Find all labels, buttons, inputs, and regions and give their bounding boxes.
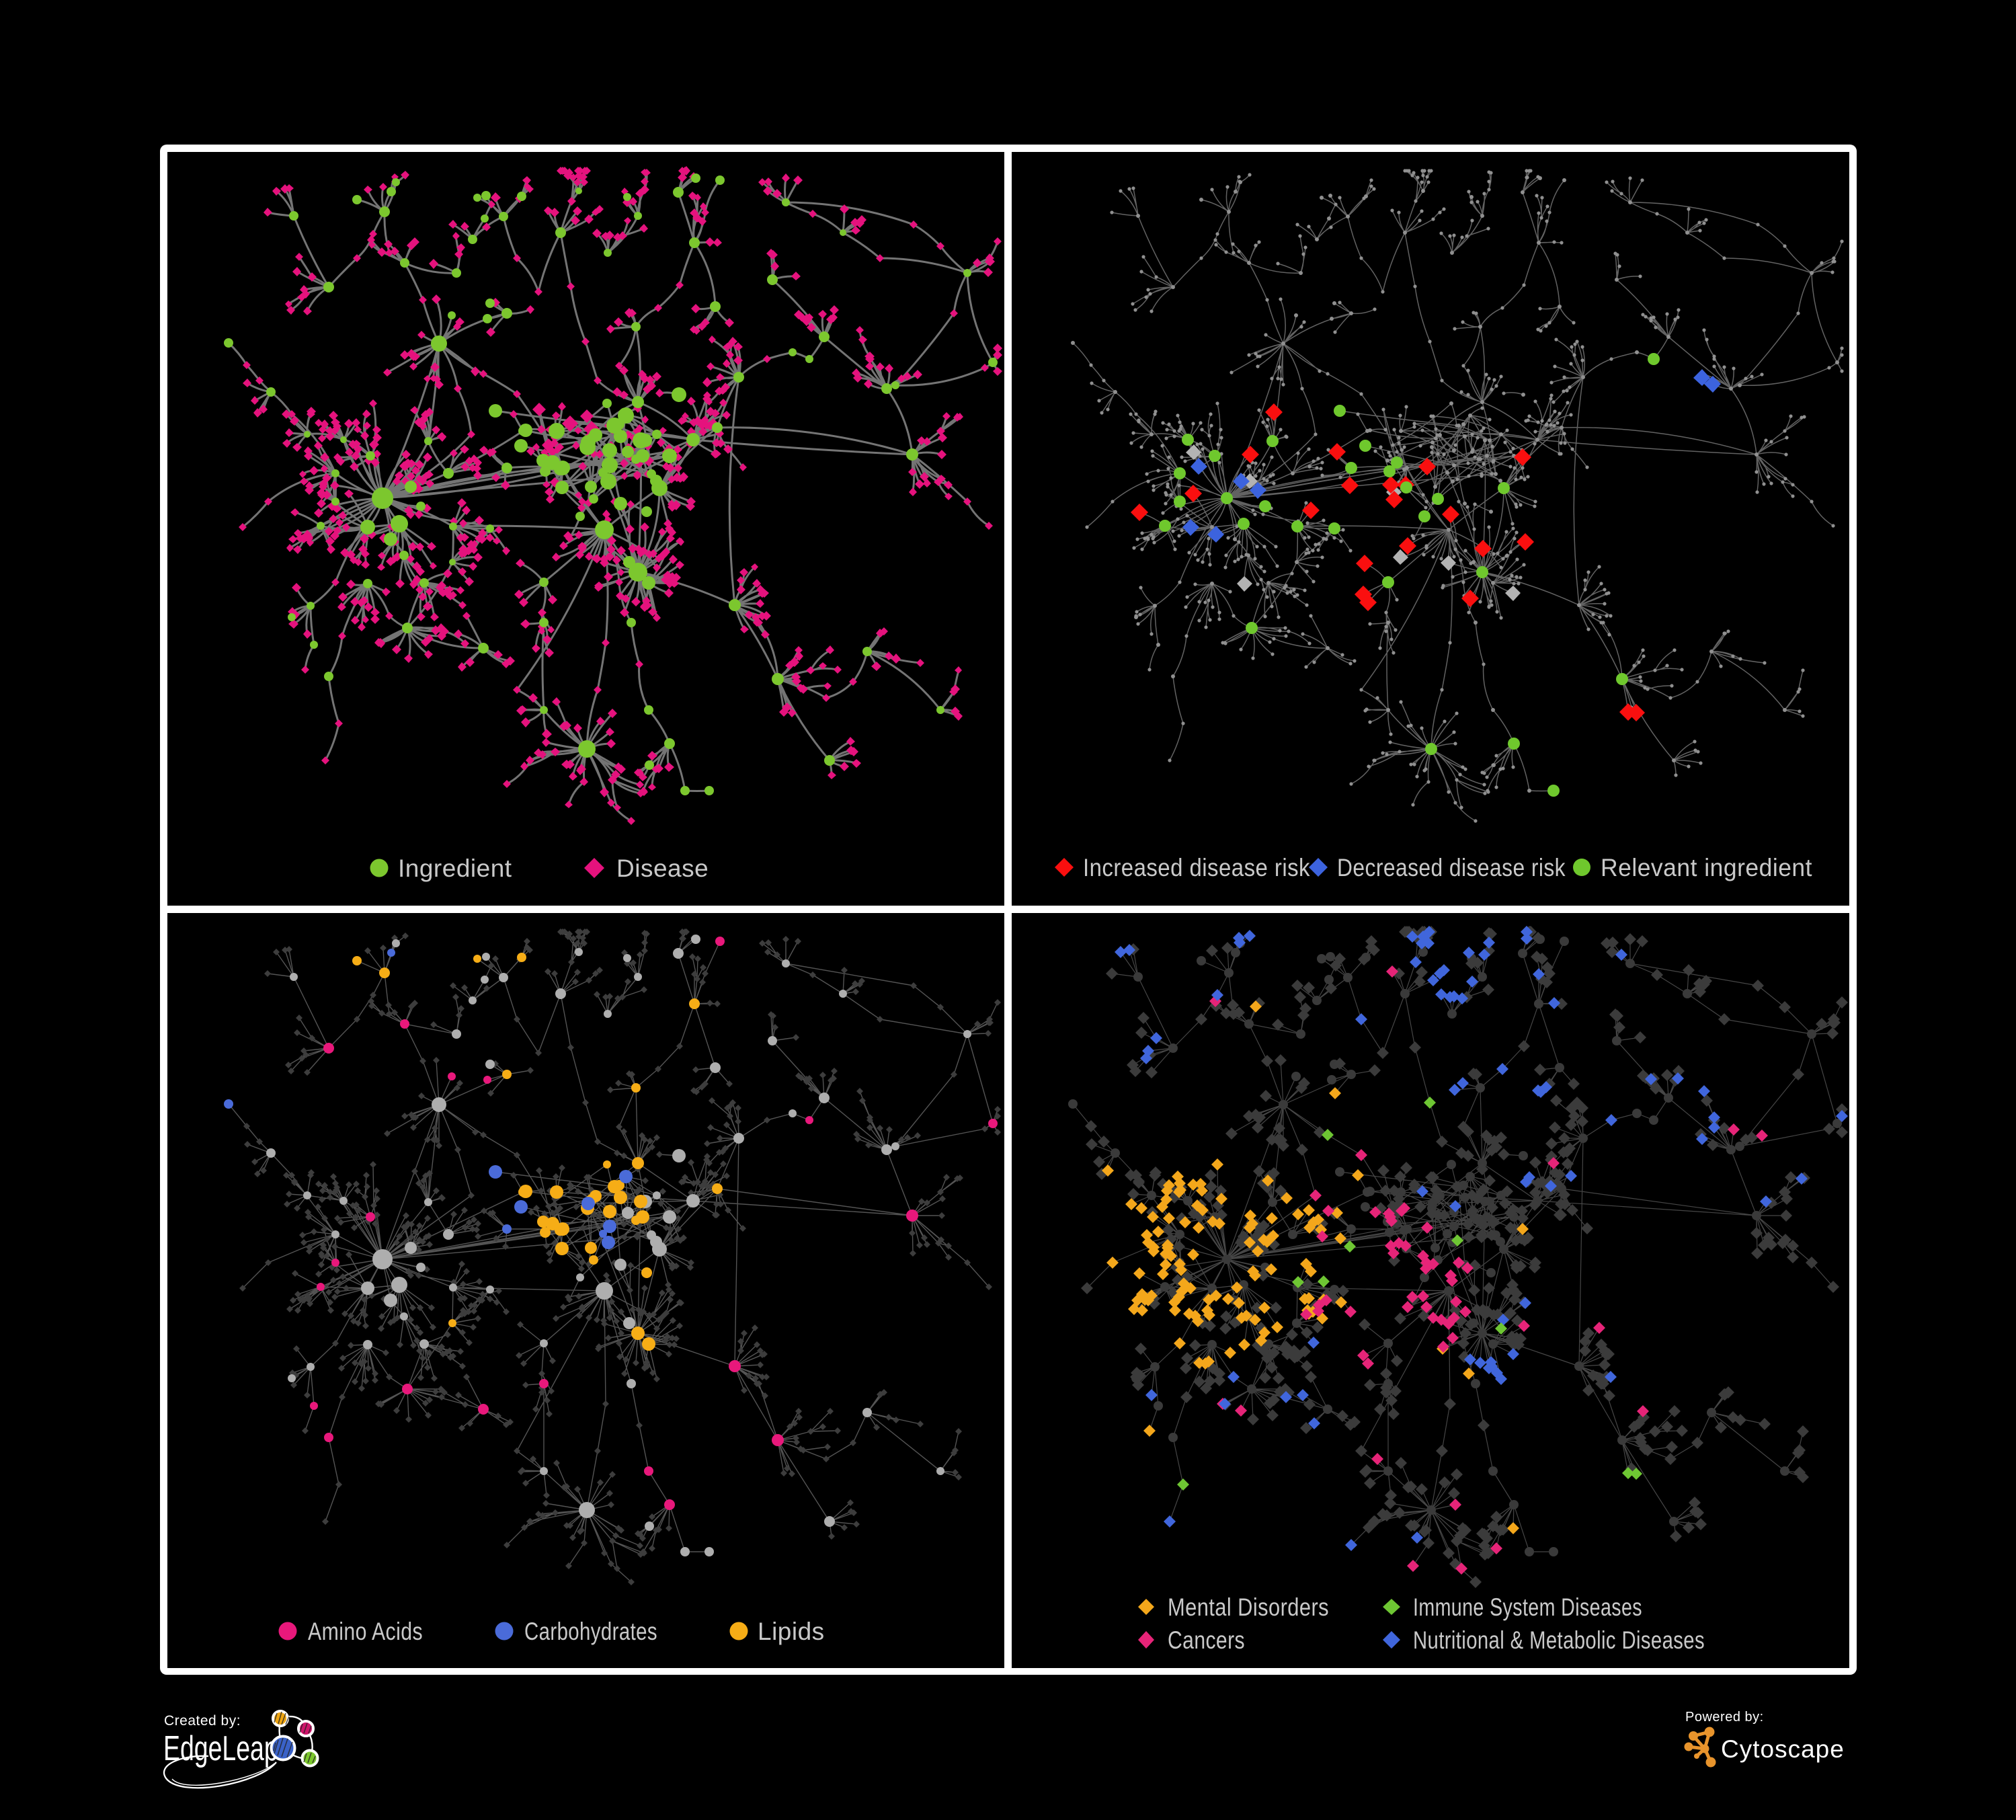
svg-text:Cancers: Cancers: [1168, 1626, 1245, 1654]
svg-text:Immune System Diseases: Immune System Diseases: [1413, 1593, 1642, 1621]
svg-text:Increased disease risk: Increased disease risk: [1083, 854, 1310, 881]
svg-text:Decreased disease risk: Decreased disease risk: [1337, 854, 1566, 881]
svg-text:Amino Acids: Amino Acids: [308, 1618, 423, 1645]
svg-text:Created by:: Created by:: [164, 1713, 241, 1729]
svg-text:Carbohydrates: Carbohydrates: [524, 1618, 657, 1645]
svg-text:EdgeLeap: EdgeLeap: [163, 1729, 278, 1768]
svg-text:Ingredient: Ingredient: [398, 855, 512, 882]
svg-text:Lipids: Lipids: [758, 1618, 825, 1645]
svg-text:Mental Disorders: Mental Disorders: [1168, 1593, 1329, 1621]
svg-text:Nutritional & Metabolic Diseas: Nutritional & Metabolic Diseases: [1413, 1626, 1705, 1654]
svg-text:Powered by:: Powered by:: [1685, 1710, 1764, 1725]
svg-text:Relevant ingredient: Relevant ingredient: [1601, 854, 1812, 881]
svg-text:Cytoscape: Cytoscape: [1721, 1735, 1845, 1763]
svg-text:Disease: Disease: [616, 855, 709, 882]
